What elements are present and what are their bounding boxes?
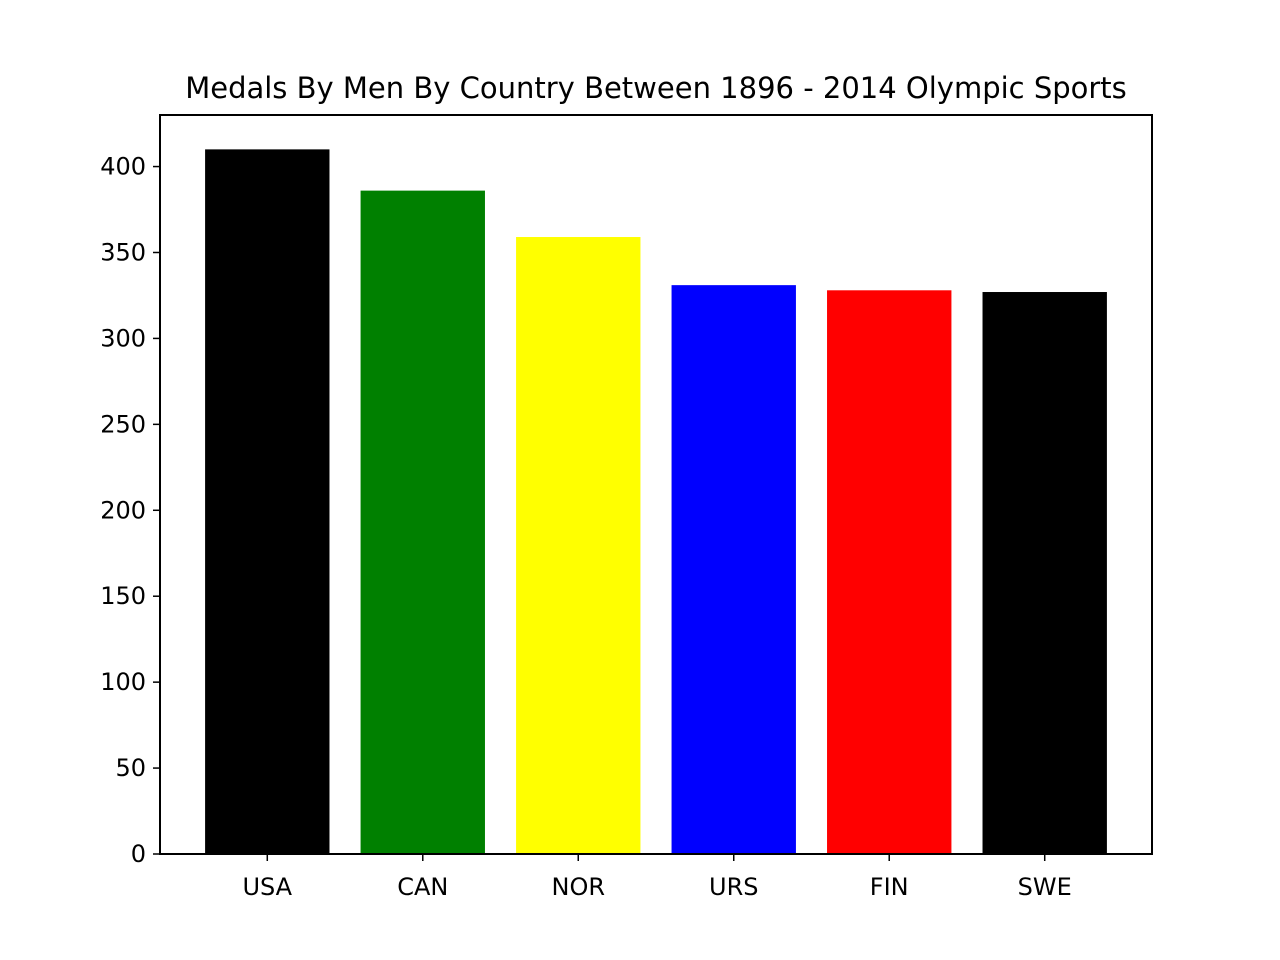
bar-fin [827,290,952,854]
y-tick-label: 0 [131,840,146,868]
y-tick-label: 150 [100,582,146,610]
bar-urs [671,285,796,854]
y-tick-label: 50 [115,754,146,782]
bar-can [360,190,485,855]
y-tick-label: 300 [100,324,146,352]
bar-swe [982,292,1107,855]
y-tick-label: 250 [100,410,146,438]
bars-group [205,149,1107,855]
y-tick-label: 100 [100,668,146,696]
x-axis-ticks: USA CAN NOR URS FIN SWE [242,854,1072,901]
x-tick-label: USA [242,873,292,901]
plot-area-frame [159,114,1153,855]
y-tick-label: 350 [100,238,146,266]
chart-title: Medals By Men By Country Between 1896 - … [185,71,1127,105]
x-tick-label: NOR [551,873,605,901]
x-tick-label: SWE [1018,873,1072,901]
y-axis-ticks: 0 50 100 150 200 250 300 350 400 [100,153,160,868]
x-tick-label: URS [709,873,758,901]
y-tick-label: 200 [100,496,146,524]
bar-usa [205,149,330,855]
y-tick-label: 400 [100,153,146,181]
x-tick-label: CAN [397,873,448,901]
x-tick-label: FIN [870,873,909,901]
bar-nor [516,237,641,854]
